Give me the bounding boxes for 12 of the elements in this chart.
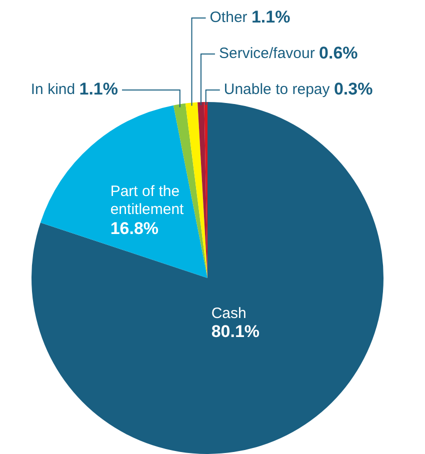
slice-label: Cash <box>211 304 246 322</box>
data-label: 1.1% <box>79 80 118 99</box>
data-label: 80.1% <box>211 322 260 341</box>
data-label: 16.8% <box>110 219 159 238</box>
data-label: 0.6% <box>319 44 358 63</box>
slice-label: Service/favour <box>218 45 320 62</box>
data-label: 0.3% <box>334 80 373 99</box>
slice-label: Other <box>210 9 252 26</box>
data-label: 1.1% <box>251 8 290 27</box>
slice-label: In kind <box>30 81 80 98</box>
slice-label: Part of the entitlement <box>110 183 185 218</box>
slice-label: Unable to repay <box>224 81 334 98</box>
